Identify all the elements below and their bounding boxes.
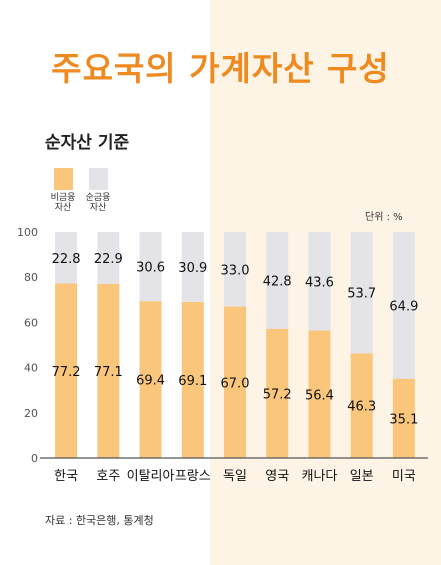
data-label-financial: 30.6 bbox=[136, 261, 165, 276]
y-tick-label: 20 bbox=[24, 407, 38, 420]
y-tick-label: 100 bbox=[17, 226, 38, 239]
legend-item-nonfinancial: 비금융 자산 bbox=[48, 168, 78, 213]
data-label-financial: 43.6 bbox=[305, 275, 334, 290]
x-tick-label: 미국 bbox=[392, 469, 416, 484]
x-tick-label: 영국 bbox=[265, 469, 289, 484]
x-tick-label: 캐나다 bbox=[301, 469, 337, 484]
data-label-financial: 22.8 bbox=[52, 252, 81, 267]
bar-nonfinancial bbox=[97, 283, 120, 458]
y-tick-label: 0 bbox=[31, 452, 38, 465]
data-label-nonfinancial: 67.0 bbox=[221, 376, 250, 391]
data-label-financial: 42.8 bbox=[263, 274, 292, 289]
data-label-nonfinancial: 69.1 bbox=[178, 374, 207, 389]
data-label-financial: 33.0 bbox=[221, 263, 250, 278]
y-tick-label: 80 bbox=[24, 271, 38, 284]
data-label-nonfinancial: 77.1 bbox=[94, 365, 123, 380]
source-note: 자료 : 한국은행, 통계청 bbox=[45, 514, 154, 527]
bar-financial bbox=[55, 232, 78, 284]
bar-financial bbox=[392, 232, 415, 379]
data-label-nonfinancial: 77.2 bbox=[52, 365, 81, 380]
bar-nonfinancial bbox=[181, 301, 204, 458]
data-label-nonfinancial: 35.1 bbox=[389, 412, 418, 427]
data-label-nonfinancial: 46.3 bbox=[347, 400, 376, 415]
legend-swatch-nonfinancial bbox=[53, 168, 73, 190]
bar-financial bbox=[224, 232, 246, 307]
data-label-financial: 22.9 bbox=[94, 252, 123, 267]
x-tick-label: 호주 bbox=[96, 469, 120, 484]
unit-label: 단위 : % bbox=[365, 212, 403, 223]
legend-swatch-financial bbox=[88, 168, 108, 190]
y-tick-label: 40 bbox=[24, 362, 38, 375]
x-tick-label: 한국 bbox=[54, 469, 78, 484]
legend-label-financial: 순금융 자산 bbox=[85, 193, 111, 213]
data-label-nonfinancial: 56.4 bbox=[305, 388, 334, 403]
bar-nonfinancial bbox=[139, 301, 162, 458]
bar-financial bbox=[350, 232, 373, 354]
bar-nonfinancial bbox=[266, 328, 289, 458]
chart-title: 주요국의 가계자산 구성 bbox=[51, 49, 390, 88]
chart-subtitle: 순자산 기준 bbox=[45, 133, 130, 153]
legend-item-financial: 순금융 자산 bbox=[83, 168, 113, 213]
x-tick-label: 일본 bbox=[350, 469, 374, 484]
bar-nonfinancial bbox=[224, 306, 246, 458]
x-tick-label: 프랑스 bbox=[175, 469, 211, 484]
data-label-financial: 30.9 bbox=[178, 261, 207, 276]
data-label-financial: 53.7 bbox=[347, 287, 376, 302]
bar-financial bbox=[181, 232, 204, 302]
bar-nonfinancial bbox=[350, 353, 373, 458]
bar-nonfinancial bbox=[392, 378, 415, 458]
bar-financial bbox=[139, 232, 162, 302]
bar-nonfinancial bbox=[55, 283, 78, 458]
x-tick-label: 독일 bbox=[223, 469, 247, 484]
bar-nonfinancial bbox=[308, 330, 331, 458]
bar-financial bbox=[97, 232, 120, 284]
bar-financial bbox=[266, 232, 289, 329]
legend-label-nonfinancial: 비금융 자산 bbox=[50, 193, 76, 213]
bar-financial bbox=[308, 232, 331, 331]
data-label-nonfinancial: 69.4 bbox=[136, 374, 165, 389]
x-tick-label: 이탈리아 bbox=[127, 469, 175, 484]
data-label-nonfinancial: 57.2 bbox=[263, 387, 292, 402]
y-tick-label: 60 bbox=[24, 316, 38, 329]
data-label-financial: 64.9 bbox=[389, 299, 418, 314]
